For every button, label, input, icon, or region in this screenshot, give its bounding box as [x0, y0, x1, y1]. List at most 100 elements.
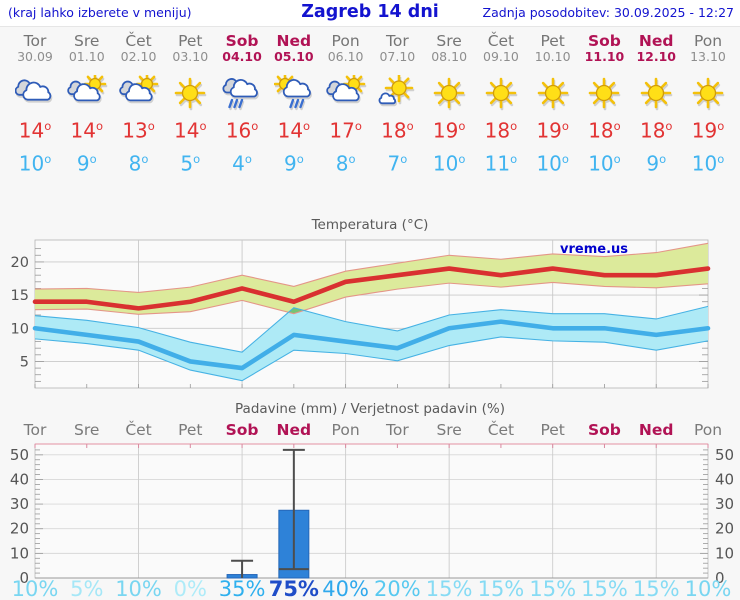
precip-y-tick-left: 20 [10, 520, 29, 538]
day-name: Pet [178, 32, 203, 50]
mostly-sunny-icon [371, 73, 423, 113]
last-update-text: Zadnja posodobitev: 30.09.2025 - 12:27 [482, 5, 734, 20]
precip-y-tick-right: 20 [715, 520, 734, 538]
temp-y-tick: 15 [11, 288, 29, 304]
precip-probability: 5% [70, 577, 103, 600]
low-temp: 10o [18, 151, 52, 176]
temp-chart-title: Temperatura (°C) [311, 217, 429, 233]
low-temp: 9o [646, 151, 667, 176]
precip-probability: 40% [322, 577, 369, 600]
precip-day-label: Pet [540, 421, 564, 439]
day-name: Sob [587, 32, 621, 50]
precip-y-tick-right: 0 [715, 569, 725, 587]
day-date: 06.10 [327, 49, 364, 64]
sunny-icon [630, 75, 682, 113]
cloudy-icon [9, 75, 61, 113]
day-date: 11.10 [584, 49, 625, 64]
day-column[interactable]: Sre 08.10 19o 10o [423, 30, 475, 176]
high-temp: 18o [381, 118, 414, 143]
day-name: Tor [386, 32, 409, 50]
day-name: Pon [331, 32, 360, 50]
sunny-icon [423, 75, 475, 113]
day-name: Ned [638, 32, 674, 50]
high-temp: 16o [225, 118, 259, 143]
precip-day-label: Tor [23, 421, 47, 439]
high-temp: 14o [277, 118, 311, 143]
day-date: 12.10 [636, 49, 676, 64]
sunny-icon [527, 75, 579, 113]
precip-day-label: Čet [125, 420, 151, 439]
precip-day-label: Sob [226, 421, 259, 439]
precip-y-tick-right: 10 [715, 544, 734, 562]
precip-probability: 10% [115, 577, 162, 600]
day-column[interactable]: Tor 07.10 18o 7o [371, 30, 423, 175]
low-temp: 4o [232, 151, 252, 176]
high-temp: 18o [639, 118, 673, 143]
day-column[interactable]: Pon 06.10 17o 8o [320, 30, 372, 175]
day-column[interactable]: Ned 05.10 14o 9o [268, 30, 320, 175]
low-temp: 10o [432, 151, 466, 176]
precip-day-label: Ned [277, 421, 312, 439]
precip-y-tick-right: 40 [715, 470, 734, 488]
day-date: 08.10 [431, 49, 468, 64]
day-column[interactable]: Pet 03.10 14o 5o [164, 30, 216, 176]
day-name: Sob [225, 32, 259, 50]
low-temp: 5o [180, 151, 201, 176]
precip-day-label: Pon [332, 421, 360, 439]
rain-icon [216, 75, 268, 113]
day-name: Pon [693, 32, 723, 50]
low-temp: 10o [536, 151, 569, 176]
day-column[interactable]: Pet 10.10 19o 10o [527, 30, 579, 176]
precip-probability: 10% [685, 577, 732, 600]
day-column[interactable]: Čet 02.10 13o 8o [113, 30, 165, 175]
day-column[interactable]: Pon 13.10 19o 10o [682, 30, 734, 176]
day-date: 02.10 [120, 49, 157, 64]
day-date: 09.10 [483, 49, 519, 64]
precip-day-label: Sob [588, 421, 621, 439]
precip-probability: 15% [633, 577, 680, 600]
day-date: 07.10 [379, 49, 416, 64]
day-column[interactable]: Sob 04.10 16o 4o [216, 30, 268, 176]
precip-y-tick-left: 10 [10, 544, 29, 562]
day-name: Sre [74, 32, 100, 50]
precip-probability: 15% [426, 577, 473, 600]
precip-probability: 0% [174, 577, 207, 600]
day-date: 05.10 [274, 49, 314, 64]
precipitation-chart: 0 0 10 10 20 20 30 30 40 40 50 50 Tor Sre Čet Pet Sob Ned… [10, 401, 734, 600]
precip-probability: 20% [374, 577, 421, 600]
temp-y-tick: 10 [11, 321, 29, 337]
sunny-icon [682, 75, 734, 113]
precip-probability: 15% [529, 577, 576, 600]
partly-cloudy-icon [61, 72, 113, 113]
precip-y-tick-left: 30 [10, 495, 29, 513]
day-date: 03.10 [172, 49, 209, 64]
low-temp: 11o [484, 151, 518, 176]
temp-y-tick: 20 [11, 255, 29, 271]
partly-cloudy-icon [113, 72, 165, 113]
precip-y-tick-left: 0 [19, 569, 29, 587]
day-column[interactable]: Sob 11.10 18o 10o [578, 30, 630, 176]
day-name: Čet [487, 32, 515, 50]
day-name: Pet [540, 32, 565, 50]
temperature-chart: 5 10 15 20 Temperatura (°C) vreme.us [11, 217, 711, 389]
watermark-link[interactable]: vreme.us [560, 242, 628, 257]
day-column[interactable]: Ned 12.10 18o 9o [630, 30, 682, 176]
precip-day-label: Ned [639, 421, 674, 439]
precip-probability: 10% [12, 577, 59, 600]
low-temp: 8o [128, 151, 149, 176]
day-column[interactable]: Tor 30.09 14o 10o [9, 30, 61, 175]
day-column[interactable]: Sre 01.10 14o 9o [61, 30, 113, 175]
day-name: Tor [23, 32, 47, 50]
day-column[interactable]: Čet 09.10 18o 11o [475, 30, 527, 176]
precip-y-tick-left: 50 [10, 446, 29, 464]
day-name: Sre [436, 32, 462, 50]
header: (kraj lahko izberete v meniju) Zagreb 14… [0, 0, 740, 27]
precip-chart-title: Padavine (mm) / Verjetnost padavin (%) [235, 401, 505, 417]
precip-y-tick-right: 30 [715, 495, 734, 513]
high-temp: 19o [536, 118, 569, 143]
day-name: Čet [125, 32, 152, 50]
high-temp: 13o [122, 118, 155, 143]
menu-hint-text: (kraj lahko izberete v meniju) [8, 5, 192, 20]
sun-rain-icon [268, 72, 320, 113]
precip-probability: 15% [478, 577, 525, 600]
